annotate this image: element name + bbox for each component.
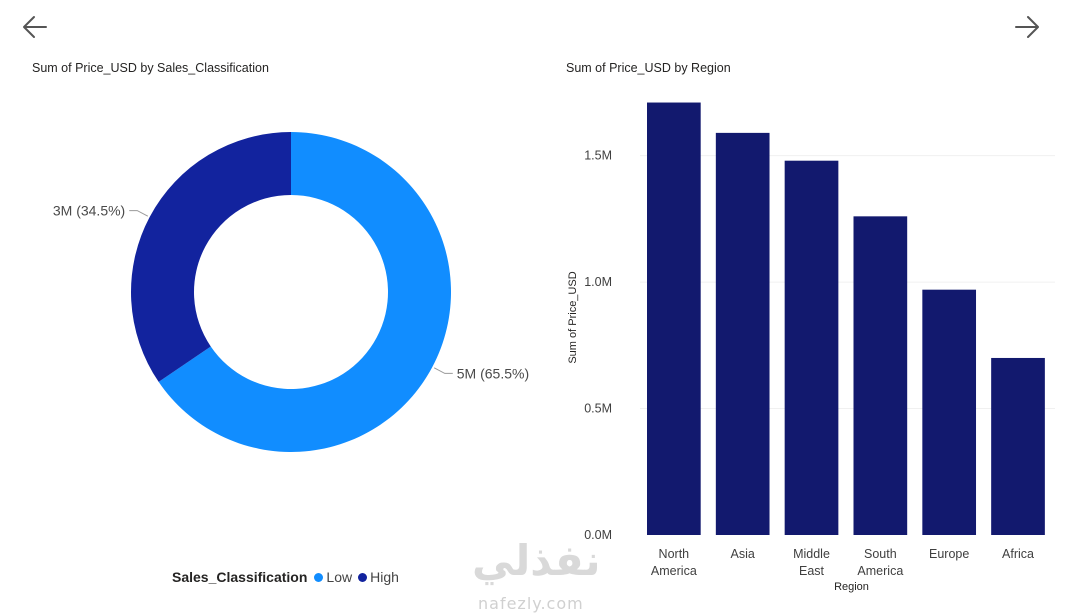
donut-slice-high[interactable] [131,132,291,382]
donut-legend: Sales_Classification Low High [172,569,405,585]
donut-leader-line-low [433,367,453,374]
donut-data-label-high: 3M (34.5%) [53,203,125,219]
x-tick-label: Africa [1002,547,1034,561]
x-tick-label: Middle East [793,547,830,578]
donut-leader-line-high [129,210,149,217]
legend-dot-high [358,572,368,582]
y-axis-title: Sum of Price_USD [567,271,579,363]
donut-slice-low[interactable] [158,132,451,452]
watermark-url: nafezly.com [478,594,584,613]
watermark-logo: نفذلي [472,536,601,585]
y-tick-label: 0.0M [584,528,612,542]
bar[interactable] [784,160,839,535]
x-tick-label: Europe [929,547,969,561]
bar[interactable] [991,357,1045,535]
back-button[interactable] [20,12,50,42]
legend-item-high[interactable]: High [358,569,399,585]
x-tick-label: Asia [731,547,755,561]
bar[interactable] [647,102,701,536]
y-tick-label: 1.5M [584,149,612,163]
legend-title: Sales_Classification [172,569,308,585]
arrow-left-icon [23,16,47,38]
bar[interactable] [922,289,977,535]
legend-label-high: High [370,569,399,585]
y-tick-label: 1.0M [584,275,612,289]
arrow-right-icon [1015,16,1039,38]
x-tick-label: North America [651,547,697,578]
bar[interactable] [853,216,908,535]
donut-data-label-low: 5M (65.5%) [457,365,529,381]
legend-label-low: Low [326,569,353,585]
y-tick-label: 0.5M [584,402,612,416]
forward-button[interactable] [1012,12,1042,42]
bar[interactable] [715,132,770,535]
legend-item-low[interactable]: Low [314,569,352,585]
donut-chart[interactable]: 5M (65.5%) 3M (34.5%) [0,90,540,530]
x-tick-label: South America [857,547,903,578]
donut-chart-title: Sum of Price_USD by Sales_Classification [32,61,269,75]
legend-dot-low [314,572,324,582]
bar-chart[interactable]: 0.0M 0.5M 1.0M 1.5M Sum of Price_USD North Ame… [540,90,1070,614]
x-axis-title: Region [834,581,869,593]
bar-chart-title: Sum of Price_USD by Region [566,61,731,75]
